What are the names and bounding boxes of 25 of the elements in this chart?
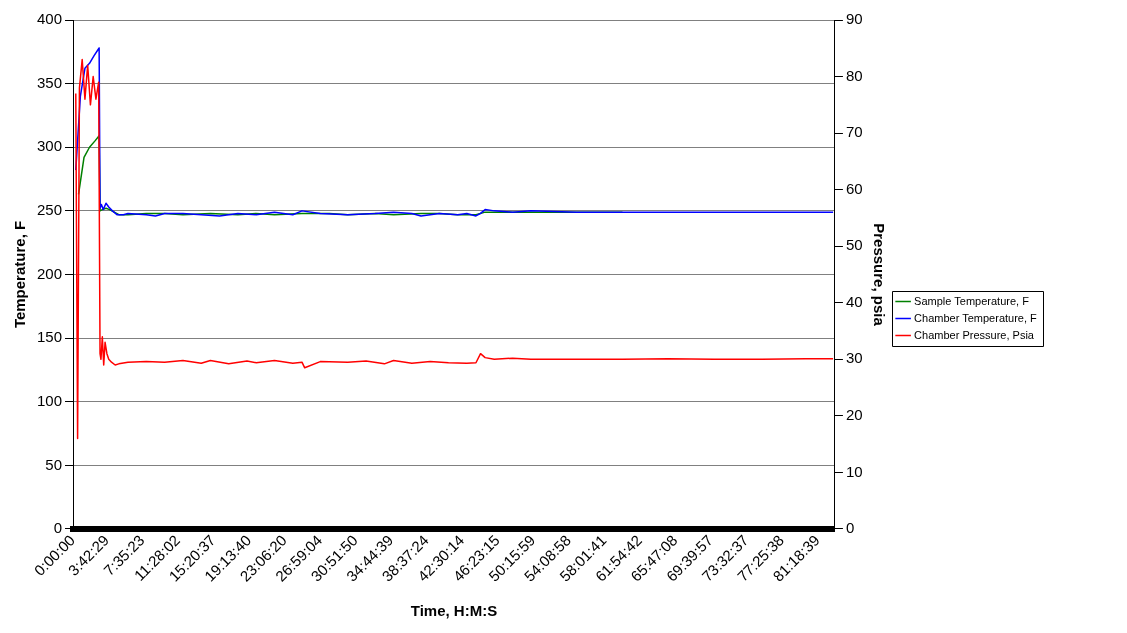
y2-tick-label: 50 bbox=[845, 236, 863, 254]
y-tick-label: 300 bbox=[37, 137, 63, 155]
y-tick-label: 150 bbox=[37, 328, 63, 346]
y2-tick-label: 0 bbox=[845, 519, 855, 537]
y2-tick-label: 90 bbox=[845, 10, 863, 28]
y-tick-label: 50 bbox=[45, 455, 63, 473]
y2-tick-label: 80 bbox=[845, 66, 863, 84]
y2-tick-label: 10 bbox=[845, 462, 863, 480]
y2-tick-label: 60 bbox=[845, 179, 863, 197]
x-axis-title: Time, H:M:S bbox=[410, 602, 498, 620]
y-tick-label: 200 bbox=[37, 264, 63, 282]
legend-label: Chamber Temperature, F bbox=[914, 311, 1038, 324]
y-tick-label: 0 bbox=[53, 519, 63, 537]
y-axis-title: Temperature, F bbox=[11, 220, 29, 329]
y-tick-label: 250 bbox=[37, 201, 63, 219]
y2-tick-label: 30 bbox=[845, 349, 863, 367]
legend-label: Chamber Pressure, Psia bbox=[914, 328, 1035, 341]
y2-tick-label: 70 bbox=[845, 123, 863, 141]
y-tick-label: 100 bbox=[37, 391, 63, 409]
y2-axis-title: Pressure, psia bbox=[871, 223, 889, 327]
legend-label: Sample Temperature, F bbox=[914, 294, 1030, 307]
y2-tick-label: 40 bbox=[845, 292, 863, 310]
y-tick-label: 400 bbox=[37, 10, 63, 28]
y-tick-label: 350 bbox=[37, 73, 63, 91]
y2-tick-label: 20 bbox=[845, 406, 863, 424]
